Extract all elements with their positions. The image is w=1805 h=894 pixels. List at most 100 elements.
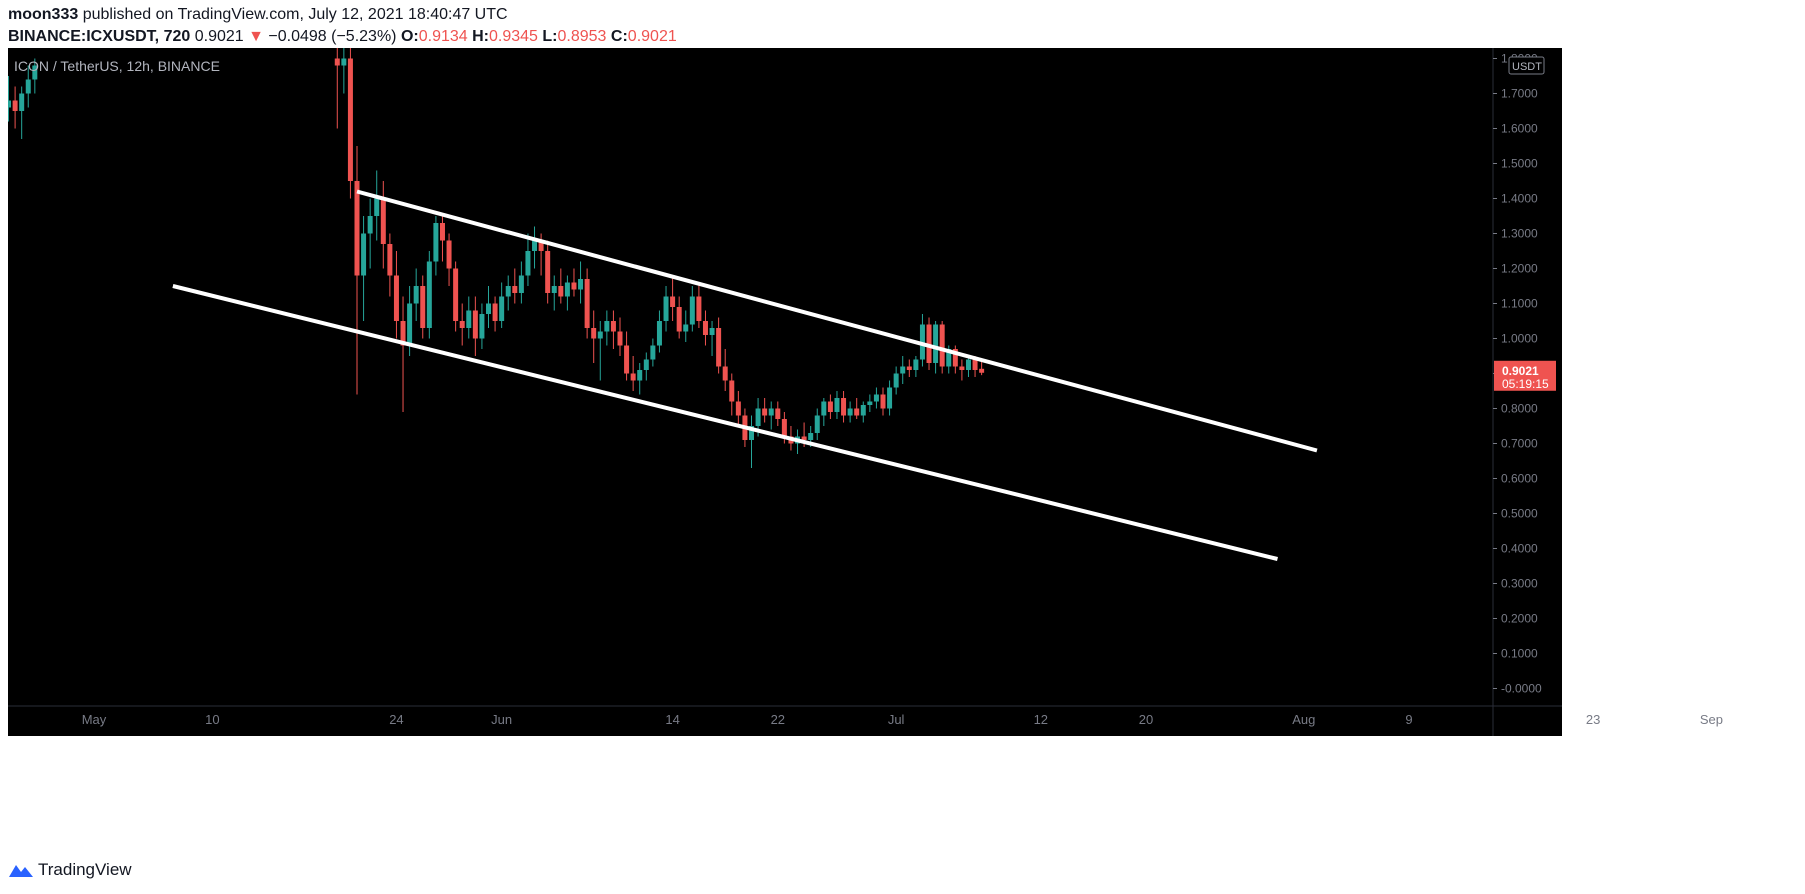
candle-body — [781, 419, 787, 437]
plot-area[interactable] — [8, 48, 1493, 706]
candle-body — [906, 366, 912, 370]
candle-body — [722, 366, 728, 381]
candle-body — [19, 93, 25, 111]
candle-body — [12, 100, 18, 111]
high-value: 0.9345 — [489, 28, 538, 45]
candle-body — [505, 286, 511, 297]
candle-body — [571, 282, 577, 290]
currency-badge[interactable] — [1508, 56, 1545, 75]
candle-body — [933, 324, 939, 363]
chart-legend: ICON / TetherUS, 12h, BINANCE — [14, 58, 220, 74]
candle-body — [939, 324, 945, 367]
candle-body — [762, 408, 768, 416]
candle-body — [860, 405, 866, 416]
y-tick-label: 1.5000 — [1501, 157, 1538, 171]
candle-body — [946, 349, 952, 367]
candle-body — [624, 345, 630, 374]
symbol-label: BINANCE:ICXUSDT, 720 — [8, 28, 191, 45]
candle-body — [584, 279, 590, 328]
candle-body — [775, 408, 781, 419]
candle-body — [913, 359, 919, 370]
y-tick-label: 0.1000 — [1501, 647, 1538, 661]
candle-body — [341, 58, 347, 66]
candle-body — [374, 198, 380, 216]
candle-body — [420, 286, 426, 328]
candle-body — [367, 216, 373, 234]
candle-body — [518, 275, 524, 293]
candle-body — [532, 240, 538, 251]
candle-body — [702, 321, 708, 335]
candle-body — [479, 314, 485, 339]
close-label: C: — [610, 28, 628, 45]
x-tick-label: 12 — [1034, 712, 1048, 727]
candle-body — [545, 251, 551, 293]
candle-body — [670, 296, 676, 307]
high-label: H: — [472, 28, 490, 45]
candle-body — [380, 198, 386, 244]
candle-body — [656, 321, 662, 346]
candle-body — [801, 436, 807, 440]
candle-body — [617, 331, 623, 346]
candle-body — [965, 359, 971, 370]
candle-body — [453, 268, 459, 321]
candle-body — [8, 100, 12, 108]
candle-body — [755, 408, 761, 426]
candle-body — [400, 321, 406, 346]
y-tick-label: 0.6000 — [1501, 472, 1538, 486]
low-value: 0.8953 — [557, 28, 607, 45]
candle-body — [873, 394, 879, 402]
candle-body — [407, 303, 413, 346]
y-tick-label: 0.2000 — [1501, 612, 1538, 626]
x-tick-label: 22 — [771, 712, 785, 727]
brand-label: TradingView — [38, 860, 132, 879]
last-price-countdown: 05:19:15 — [1502, 377, 1549, 391]
candle-body — [735, 401, 741, 416]
tradingview-brand[interactable]: TradingView — [8, 860, 132, 880]
candle-body — [841, 398, 847, 416]
y-tick-label: 1.0000 — [1501, 332, 1538, 346]
candle-body — [683, 324, 689, 332]
candle-body — [393, 275, 399, 321]
candle-body — [433, 223, 439, 262]
current-price: 0.9021 — [194, 28, 244, 45]
x-tick-label: Sep — [1700, 712, 1723, 727]
candle-body — [900, 366, 906, 374]
candle-body — [847, 408, 853, 416]
candle-body — [525, 251, 531, 276]
candle-body — [499, 296, 505, 321]
candle-body — [637, 370, 643, 381]
candle-body — [466, 310, 472, 328]
time-axis[interactable] — [8, 706, 1562, 736]
candle-body — [591, 328, 597, 339]
candle-body — [32, 65, 38, 80]
candle-body — [459, 321, 465, 328]
last-price-badge — [1494, 360, 1556, 391]
low-label: L: — [542, 28, 558, 45]
candle-body — [880, 394, 886, 409]
candle-body — [0, 94, 4, 108]
candle-body — [821, 401, 827, 416]
candle-body — [472, 310, 478, 339]
x-tick-label: 10 — [205, 712, 219, 727]
tradingview-logo-icon — [9, 865, 33, 877]
candle-body — [334, 58, 340, 66]
publish-line: moon333 published on TradingView.com, Ju… — [8, 6, 508, 24]
published-text: published on TradingView.com, July 12, 2… — [82, 6, 508, 23]
candle-body — [926, 324, 932, 363]
candle-body — [979, 368, 985, 373]
candles-group — [0, 48, 985, 468]
y-tick-label: 1.1000 — [1501, 297, 1538, 311]
x-tick-label: 24 — [389, 712, 403, 727]
candle-body — [887, 387, 893, 409]
price-change: −0.0498 (−5.23%) — [268, 28, 397, 45]
candle-body — [597, 331, 603, 339]
y-tick-label: 0.5000 — [1501, 507, 1538, 521]
upper-channel-trendline[interactable] — [356, 189, 1318, 453]
candle-body — [492, 303, 498, 321]
y-tick-label: 1.6000 — [1501, 122, 1538, 136]
author-name[interactable]: moon333 — [8, 6, 79, 23]
lower-channel-trendline[interactable] — [172, 284, 1278, 561]
candle-body — [867, 401, 873, 405]
candle-body — [387, 244, 393, 276]
